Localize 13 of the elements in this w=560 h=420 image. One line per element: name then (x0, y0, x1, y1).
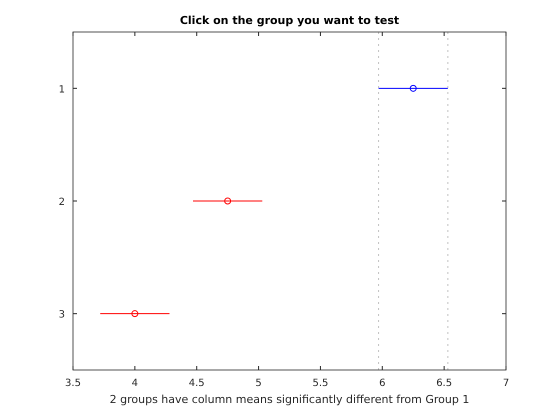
x-tick-label: 7 (502, 378, 510, 389)
x-tick-label: 4 (132, 378, 138, 389)
x-tick-label: 5 (255, 378, 262, 389)
x-tick-label: 3.5 (65, 378, 81, 389)
x-tick-label: 6.5 (436, 378, 452, 389)
x-tick-label: 5.5 (312, 378, 328, 389)
x-tick-label: 4.5 (188, 378, 205, 389)
y-tick-label: 2 (58, 197, 65, 208)
x-axis-title: 2 groups have column means significantly different from Group 1 (110, 393, 470, 406)
y-tick-label: 1 (58, 84, 65, 96)
chart-title: Click on the group you want to test (180, 14, 400, 27)
x-tick-label: 6 (379, 378, 386, 389)
y-tick-label: 3 (58, 310, 65, 321)
